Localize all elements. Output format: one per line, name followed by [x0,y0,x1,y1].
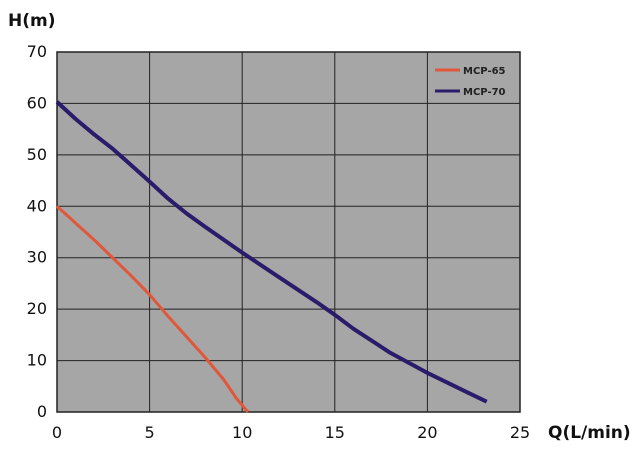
x-axis-ticks: 0 5 10 15 20 25 [52,423,530,442]
x-tick-label: 15 [325,423,345,442]
series-group [55,100,488,413]
y-axis-ticks: 0 10 20 30 40 50 60 70 [27,42,47,421]
series-line-mcp-70 [55,100,488,404]
y-tick-label: 10 [27,351,47,370]
legend: MCP-65 MCP-70 [435,66,506,98]
series-line-mcp-65 [55,205,249,413]
y-tick-label: 50 [27,145,47,164]
x-tick-label: 25 [510,423,530,442]
y-tick-label: 70 [27,42,47,61]
x-tick-label: 0 [52,423,62,442]
y-tick-label: 60 [27,93,47,112]
y-tick-label: 30 [27,248,47,267]
y-tick-label: 20 [27,299,47,318]
x-tick-label: 20 [417,423,437,442]
legend-label-mcp-70: MCP-70 [463,87,506,98]
y-tick-label: 40 [27,196,47,215]
x-tick-label: 10 [232,423,252,442]
plot-area [56,51,521,413]
legend-label-mcp-65: MCP-65 [463,66,506,77]
y-axis-title: H(m) [8,11,55,31]
x-tick-label: 5 [145,423,155,442]
grid [57,52,520,412]
x-axis-title: Q(L/min) [548,423,631,443]
y-tick-label: 0 [37,402,47,421]
